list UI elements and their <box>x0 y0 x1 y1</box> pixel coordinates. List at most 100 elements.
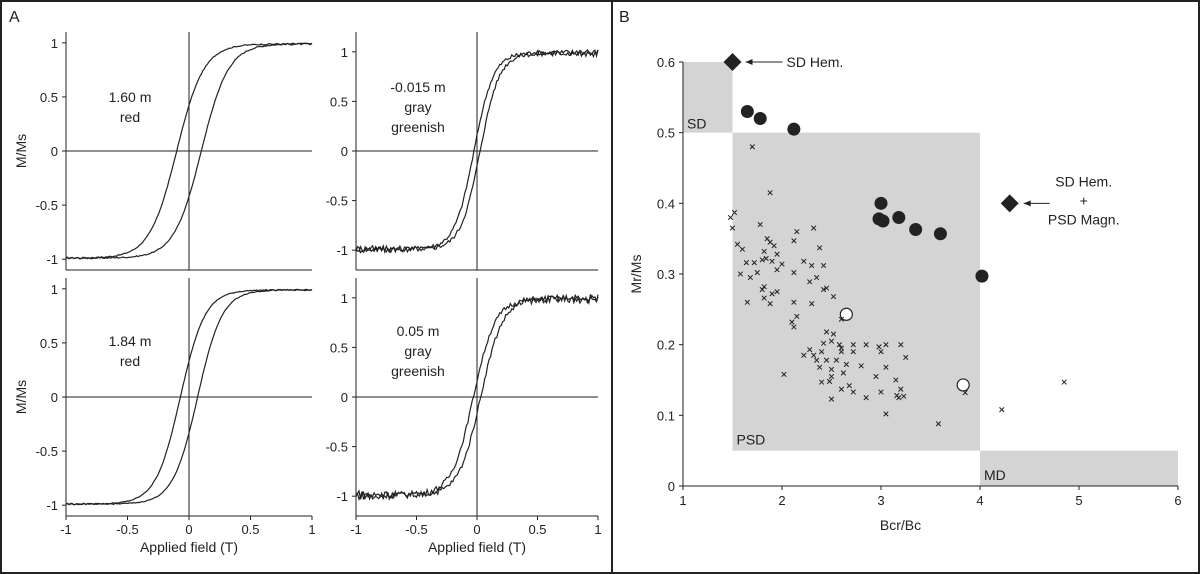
data-point-cross <box>791 324 797 330</box>
data-point-cross <box>820 286 827 293</box>
x-tick-label: 1 <box>308 522 315 537</box>
data-point-cross <box>769 291 775 297</box>
data-point-cross <box>767 190 773 196</box>
x-tick-label: 0.5 <box>241 522 259 537</box>
data-point-cross <box>779 261 785 267</box>
y-tick-label: 0.4 <box>657 196 675 211</box>
data-point-cross <box>801 258 807 264</box>
data-point-cross <box>789 319 795 325</box>
data-point-cross <box>747 274 753 281</box>
data-point-cross <box>826 378 833 385</box>
data-point-cross <box>901 393 907 399</box>
data-point-cross <box>833 357 840 363</box>
data-point-cross <box>781 371 787 378</box>
data-point-cross <box>729 225 736 231</box>
y-tick-label: -0.5 <box>36 198 58 213</box>
sample-annotation: gray <box>404 99 431 115</box>
data-point-cross <box>883 411 889 417</box>
x-tick-label: 1 <box>594 522 601 537</box>
data-point-cross <box>734 241 741 247</box>
data-point-filled-circle <box>892 210 906 224</box>
data-point-cross <box>820 340 827 346</box>
x-tick-label: -0.5 <box>405 522 427 537</box>
hysteresis-plot-top-left: -1 -0.5 0 0.5 1 M/Ms 1.60 m red <box>13 32 313 271</box>
data-point-filled-circle <box>753 112 767 126</box>
region-label-psd: PSD <box>737 432 766 448</box>
data-point-cross <box>739 246 746 252</box>
region-sd <box>683 62 733 133</box>
data-point-cross <box>878 389 884 395</box>
y-tick-label: -1 <box>336 243 348 258</box>
data-point-cross <box>828 338 835 344</box>
data-point-cross <box>830 293 837 300</box>
x-tick-label: 1 <box>679 493 686 508</box>
data-point-cross <box>757 221 763 228</box>
x-tick-label: 3 <box>877 493 884 508</box>
sample-annotation: red <box>120 109 140 125</box>
y-tick-label: -0.5 <box>36 444 58 459</box>
data-point-cross <box>816 364 823 370</box>
data-point-cross <box>838 349 845 355</box>
reference-label: PSD Magn. <box>1048 211 1120 227</box>
reference-arrowhead <box>1023 200 1031 207</box>
data-point-cross <box>962 390 968 396</box>
data-point-cross <box>898 386 904 392</box>
data-point-cross <box>759 286 765 293</box>
hysteresis-plot-bottom-left: -1 -0.5 0 0.5 1 -1 -0.5 0 0.5 1 Applied field (T) M… <box>13 278 316 555</box>
data-point-cross <box>727 214 734 221</box>
x-tick-label: 6 <box>1174 493 1181 508</box>
data-point-cross <box>878 349 884 355</box>
data-point-cross <box>774 289 780 295</box>
x-axis-title: Applied field (T) <box>140 539 238 555</box>
data-point-filled-circle <box>876 214 890 228</box>
region-md <box>980 450 1178 486</box>
y-tick-label: -0.5 <box>326 194 348 209</box>
data-point-cross <box>744 299 751 305</box>
data-point-cross <box>774 251 780 257</box>
y-tick-label: -1 <box>46 498 58 513</box>
x-tick-label: -1 <box>350 522 362 537</box>
data-point-cross <box>794 228 800 235</box>
data-point-cross <box>883 364 889 370</box>
data-point-cross <box>818 349 825 355</box>
data-point-cross <box>863 342 869 348</box>
hysteresis-plot-bottom-right: -1 -0.5 0 0.5 1 -1 -0.5 0 0.5 1 Applied field (T) 0… <box>326 278 602 555</box>
data-point-cross <box>846 382 852 389</box>
y-tick-label: 0.5 <box>330 94 348 109</box>
data-point-cross <box>811 352 817 358</box>
day-plot: SD PSD MD 0 0.1 0.2 0.3 0.4 0.5 0.6 1 2 3 4 5 6 Bcr/Bc Mr… <box>628 53 1182 533</box>
data-point-cross <box>761 295 767 301</box>
data-point-cross <box>858 363 864 369</box>
reference-label: SD Hem. <box>1055 173 1112 189</box>
data-point-cross <box>820 262 827 269</box>
x-tick-label: 0.5 <box>528 522 546 537</box>
data-point-cross <box>836 342 843 348</box>
x-axis-title: Applied field (T) <box>428 539 526 555</box>
x-tick-label: 0 <box>473 522 480 537</box>
data-point-filled-circle <box>975 269 989 283</box>
region-label-md: MD <box>984 467 1006 483</box>
reference-diamond <box>723 53 742 71</box>
y-tick-label: 0.2 <box>657 338 675 353</box>
y-tick-label: 1 <box>341 291 348 306</box>
data-point-cross <box>737 271 744 277</box>
data-point-cross <box>903 354 909 361</box>
data-point-cross <box>767 301 773 307</box>
data-point-filled-circle <box>874 196 888 210</box>
data-point-filled-circle <box>740 104 754 118</box>
x-tick-label: 0 <box>185 522 192 537</box>
data-point-cross <box>828 366 835 373</box>
y-tick-label: 1 <box>51 36 58 51</box>
data-point-cross <box>769 258 775 264</box>
data-point-cross <box>759 257 765 263</box>
x-tick-label: 5 <box>1075 493 1082 508</box>
data-point-cross <box>863 395 869 401</box>
y-tick-label: 0 <box>668 479 675 494</box>
data-point-cross <box>791 269 797 276</box>
data-point-cross <box>807 279 813 285</box>
data-point-cross <box>999 407 1005 413</box>
panel-label-b: B <box>619 9 630 26</box>
x-tick-label: 2 <box>778 493 785 508</box>
data-point-cross <box>823 285 830 291</box>
data-point-cross <box>840 370 847 376</box>
